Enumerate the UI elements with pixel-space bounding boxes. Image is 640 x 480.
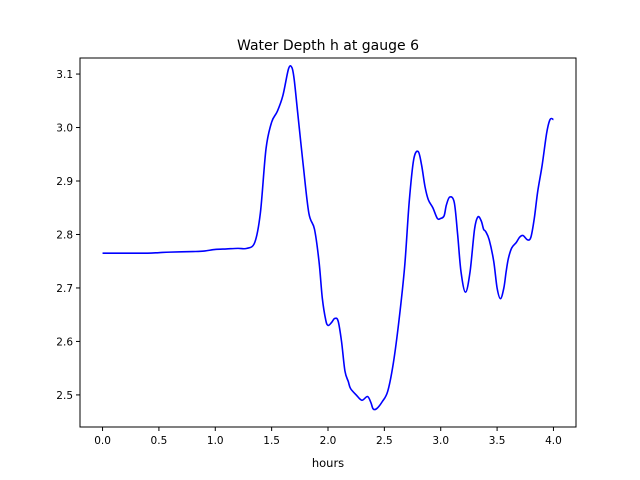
x-tick-label: 4.0	[545, 435, 562, 447]
x-tick-label: 1.5	[263, 435, 280, 447]
chart-title: Water Depth h at gauge 6	[237, 38, 419, 54]
x-axis: 0.0 0.5 1.0 1.5 2.0 2.5 3.0 3.5 4.0	[94, 427, 562, 447]
x-tick-label: 0.5	[151, 435, 168, 447]
series-line	[102, 64, 554, 411]
y-tick-label: 3.0	[56, 123, 73, 135]
x-tick-label: 0.0	[94, 435, 111, 447]
plot-area-frame	[79, 57, 577, 428]
y-tick-label: 2.6	[56, 336, 73, 348]
x-axis-title: hours	[312, 456, 344, 470]
y-tick-label: 2.7	[56, 283, 73, 295]
x-tick-label: 3.5	[489, 435, 506, 447]
series-layer	[102, 64, 554, 411]
x-tick-label: 3.0	[432, 435, 449, 447]
x-tick-label: 2.0	[320, 435, 337, 447]
y-tick-label: 2.5	[56, 390, 73, 402]
y-tick-label: 2.8	[56, 229, 73, 241]
y-tick-label: 3.1	[56, 69, 73, 81]
x-tick-label: 1.0	[207, 435, 224, 447]
y-axis: 2.5 2.6 2.7 2.8 2.9 3.0 3.1	[56, 69, 80, 402]
x-tick-label: 2.5	[376, 435, 393, 447]
y-tick-label: 2.9	[56, 176, 73, 188]
